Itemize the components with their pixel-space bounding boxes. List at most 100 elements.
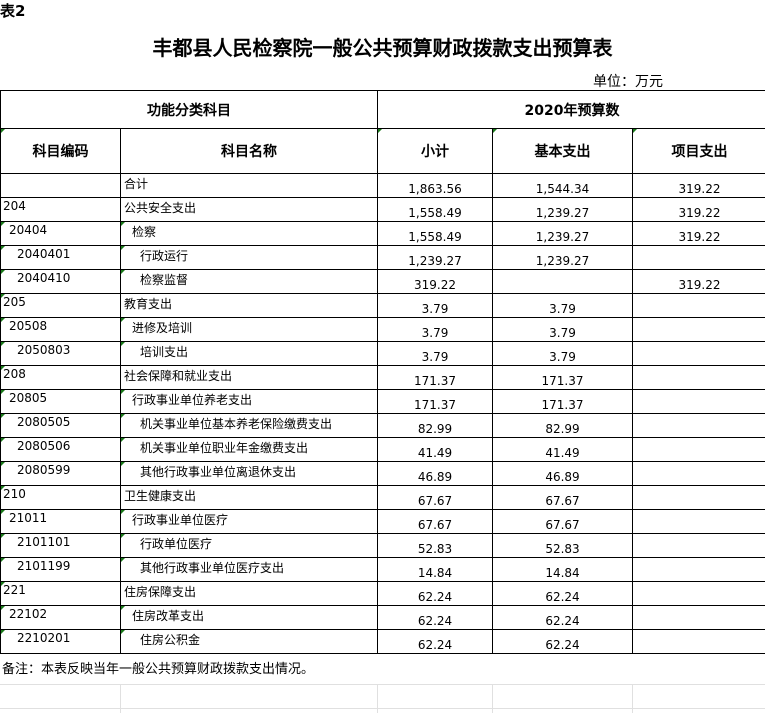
header-function-category: 功能分类科目 (0, 90, 378, 129)
row-code: 221 (0, 581, 121, 606)
row-subtotal: 1,558.49 (377, 221, 493, 246)
row-code: 2040401 (0, 245, 121, 270)
row-name: 卫生健康支出 (120, 485, 378, 510)
row-project (631, 485, 765, 510)
row-subtotal: 62.24 (377, 605, 493, 630)
header-row-group: 功能分类科目 2020年预算数 (0, 90, 765, 129)
row-project (631, 389, 765, 414)
row-name: 培训支出 (120, 341, 378, 366)
table-row: 205 教育支出 3.79 3.79 (0, 293, 765, 318)
gridline (492, 684, 493, 713)
gridline (0, 684, 765, 685)
row-name: 行政单位医疗 (120, 533, 378, 558)
row-basic: 67.67 (492, 485, 633, 510)
row-project: 319.22 (631, 197, 765, 222)
table-row: 221 住房保障支出 62.24 62.24 (0, 581, 765, 606)
row-subtotal: 62.24 (377, 581, 493, 606)
row-basic (492, 269, 633, 294)
row-subtotal: 67.67 (377, 509, 493, 534)
row-code: 2040410 (0, 269, 121, 294)
table-row: 204 公共安全支出 1,558.49 1,239.27 319.22 (0, 197, 765, 222)
table-row: 208 社会保障和就业支出 171.37 171.37 (0, 365, 765, 390)
row-basic: 67.67 (492, 509, 633, 534)
row-name: 行政事业单位医疗 (120, 509, 378, 534)
row-project (631, 509, 765, 534)
row-subtotal: 1,239.27 (377, 245, 493, 270)
row-basic: 41.49 (492, 437, 633, 462)
budget-table: 功能分类科目 2020年预算数 科目编码 科目名称 小计 基本支出 项目支出 合… (0, 90, 765, 654)
row-basic: 62.24 (492, 581, 633, 606)
row-subtotal: 1,863.56 (377, 173, 493, 198)
unit-label: 单位：万元 (593, 74, 663, 90)
row-project (631, 629, 765, 654)
row-basic: 171.37 (492, 389, 633, 414)
table-row: 2080599 其他行政事业单位离退休支出 46.89 46.89 (0, 461, 765, 486)
row-project (631, 581, 765, 606)
row-basic: 62.24 (492, 605, 633, 630)
row-name: 行政事业单位养老支出 (120, 389, 378, 414)
row-project (631, 437, 765, 462)
row-name: 其他行政事业单位医疗支出 (120, 557, 378, 582)
table-row: 2080505 机关事业单位基本养老保险缴费支出 82.99 82.99 (0, 413, 765, 438)
row-project (631, 533, 765, 558)
row-name: 住房改革支出 (120, 605, 378, 630)
table-row: 210 卫生健康支出 67.67 67.67 (0, 485, 765, 510)
row-basic: 3.79 (492, 293, 633, 318)
table-row: 2101199 其他行政事业单位医疗支出 14.84 14.84 (0, 557, 765, 582)
table-tag: 表2 (0, 2, 26, 20)
gridline (0, 708, 765, 709)
gridline (120, 684, 121, 713)
header-basic: 基本支出 (492, 128, 633, 174)
header-subtotal: 小计 (377, 128, 493, 174)
row-subtotal: 171.37 (377, 389, 493, 414)
table-row: 2040401 行政运行 1,239.27 1,239.27 (0, 245, 765, 270)
row-project (631, 605, 765, 630)
row-project (631, 341, 765, 366)
row-basic: 171.37 (492, 365, 633, 390)
row-name: 机关事业单位职业年金缴费支出 (120, 437, 378, 462)
row-subtotal: 46.89 (377, 461, 493, 486)
row-basic: 1,544.34 (492, 173, 633, 198)
table-row: 2210201 住房公积金 62.24 62.24 (0, 629, 765, 654)
table-row: 20404 检察 1,558.49 1,239.27 319.22 (0, 221, 765, 246)
row-subtotal: 67.67 (377, 485, 493, 510)
table-row: 2050803 培训支出 3.79 3.79 (0, 341, 765, 366)
row-code: 21011 (0, 509, 121, 534)
row-subtotal: 171.37 (377, 365, 493, 390)
header-budget-year: 2020年预算数 (376, 90, 765, 129)
row-code: 2080506 (0, 437, 121, 462)
row-subtotal: 82.99 (377, 413, 493, 438)
row-basic: 1,239.27 (492, 197, 633, 222)
header-name: 科目名称 (120, 128, 378, 174)
row-code: 20508 (0, 317, 121, 342)
row-code: 2080599 (0, 461, 121, 486)
row-subtotal: 319.22 (377, 269, 493, 294)
row-code: 208 (0, 365, 121, 390)
row-name: 教育支出 (120, 293, 378, 318)
row-code: 2080505 (0, 413, 121, 438)
row-basic: 1,239.27 (492, 221, 633, 246)
row-code: 2210201 (0, 629, 121, 654)
row-subtotal: 41.49 (377, 437, 493, 462)
row-project (631, 365, 765, 390)
row-name: 行政运行 (120, 245, 378, 270)
table-row: 2101101 行政单位医疗 52.83 52.83 (0, 533, 765, 558)
row-name: 住房保障支出 (120, 581, 378, 606)
header-code: 科目编码 (0, 128, 121, 174)
row-basic: 46.89 (492, 461, 633, 486)
row-name: 进修及培训 (120, 317, 378, 342)
table-row: 20805 行政事业单位养老支出 171.37 171.37 (0, 389, 765, 414)
row-name: 公共安全支出 (120, 197, 378, 222)
row-project (631, 461, 765, 486)
row-project (631, 557, 765, 582)
row-code: 20805 (0, 389, 121, 414)
row-name: 机关事业单位基本养老保险缴费支出 (120, 413, 378, 438)
row-basic: 52.83 (492, 533, 633, 558)
row-basic: 1,239.27 (492, 245, 633, 270)
row-name: 社会保障和就业支出 (120, 365, 378, 390)
row-project (631, 293, 765, 318)
table-row: 22102 住房改革支出 62.24 62.24 (0, 605, 765, 630)
row-code: 205 (0, 293, 121, 318)
row-name: 检察监督 (120, 269, 378, 294)
row-code: 2101199 (0, 557, 121, 582)
